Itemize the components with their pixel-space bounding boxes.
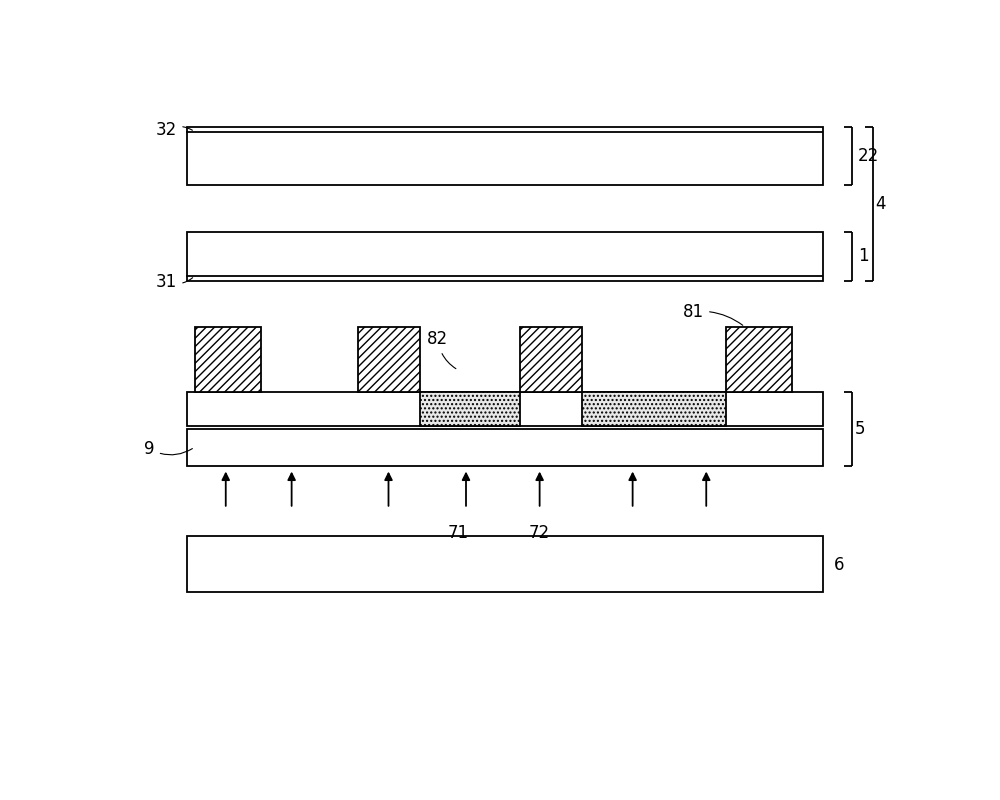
Text: 82: 82 <box>427 330 456 369</box>
Text: 32: 32 <box>156 121 192 139</box>
Text: 72: 72 <box>529 524 550 542</box>
Text: 81: 81 <box>683 302 743 326</box>
Text: 6: 6 <box>834 556 845 574</box>
Bar <box>726 327 792 392</box>
Text: 1: 1 <box>858 247 869 265</box>
Bar <box>582 392 726 426</box>
Text: 22: 22 <box>858 147 879 165</box>
Text: 31: 31 <box>156 273 193 291</box>
Text: 4: 4 <box>875 195 886 213</box>
Bar <box>358 327 420 392</box>
Bar <box>187 127 822 186</box>
Bar <box>420 392 520 426</box>
Text: 9: 9 <box>144 440 192 458</box>
Bar <box>520 327 582 392</box>
Bar <box>187 429 822 466</box>
Bar <box>187 231 822 281</box>
Text: 5: 5 <box>855 420 866 438</box>
Bar <box>187 537 822 592</box>
Text: 71: 71 <box>448 524 469 542</box>
Bar <box>195 327 261 392</box>
Bar <box>187 392 822 426</box>
